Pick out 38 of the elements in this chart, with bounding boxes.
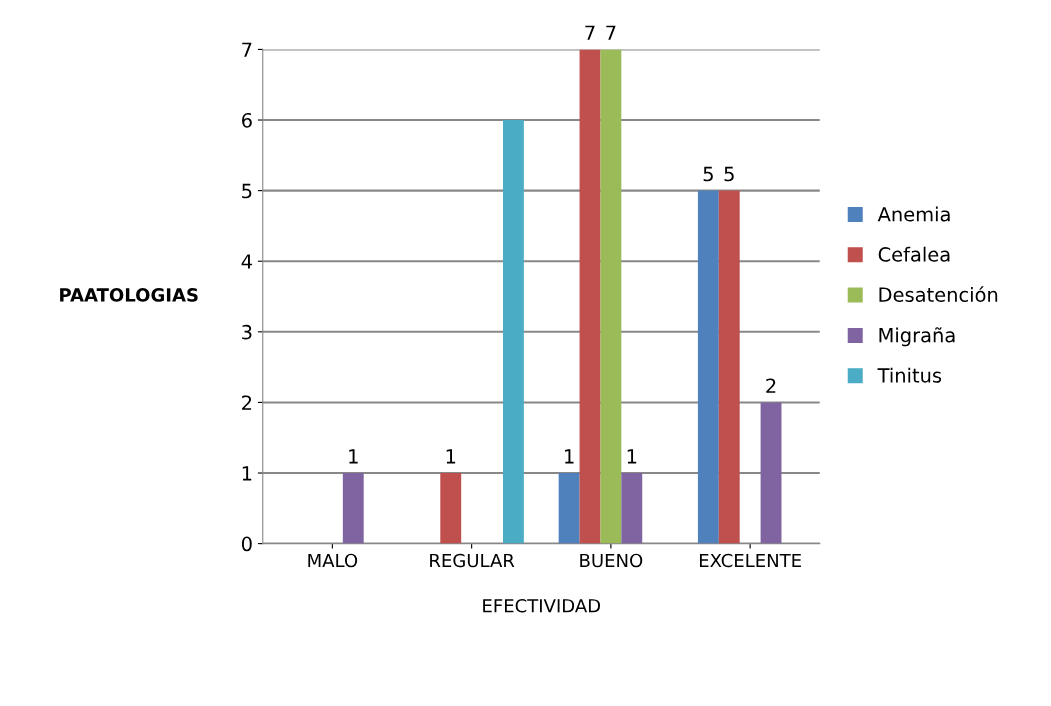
bar (697, 190, 719, 544)
bar (342, 473, 364, 544)
y-tick-label: 2 (242, 395, 252, 410)
data-label: 5 (724, 166, 734, 182)
x-tick-label: MALO (308, 553, 358, 568)
data-label: 7 (585, 25, 595, 40)
x-axis-title: EFECTIVIDAD (483, 598, 601, 613)
legend-label: Tinitus (877, 367, 942, 383)
bar (579, 49, 601, 544)
y-tick-label: 1 (242, 466, 252, 481)
y-axis-title: PAATOLOGIAS (60, 288, 198, 302)
data-label: 2 (766, 378, 776, 393)
bar (440, 473, 462, 544)
legend-label: Anemia (877, 206, 950, 222)
data-label: 1 (565, 449, 574, 464)
x-tick-label: EXCELENTE (699, 553, 801, 568)
data-label: 7 (606, 25, 616, 40)
bar (621, 473, 643, 544)
legend-label: Migraña (879, 327, 955, 347)
y-tick-label: 4 (241, 254, 252, 269)
y-tick-label: 5 (242, 183, 252, 199)
data-label: 1 (627, 449, 637, 464)
y-tick-label: 6 (242, 112, 252, 128)
legend-label: Cefalea (878, 246, 950, 262)
x-tick-label: REGULAR (430, 553, 515, 568)
bar (502, 120, 524, 544)
bar (718, 190, 740, 544)
y-tick-label: 0 (241, 536, 252, 552)
y-tick-label: 7 (242, 42, 252, 57)
bar (760, 402, 782, 544)
y-tick-label: 3 (242, 324, 252, 340)
legend-label: Desatención (879, 286, 998, 302)
bar (600, 49, 622, 544)
data-label: 5 (703, 166, 713, 182)
data-label: 1 (349, 449, 358, 464)
data-label: 1 (446, 449, 456, 464)
bar (558, 473, 580, 544)
x-tick-label: BUENO (580, 553, 643, 568)
